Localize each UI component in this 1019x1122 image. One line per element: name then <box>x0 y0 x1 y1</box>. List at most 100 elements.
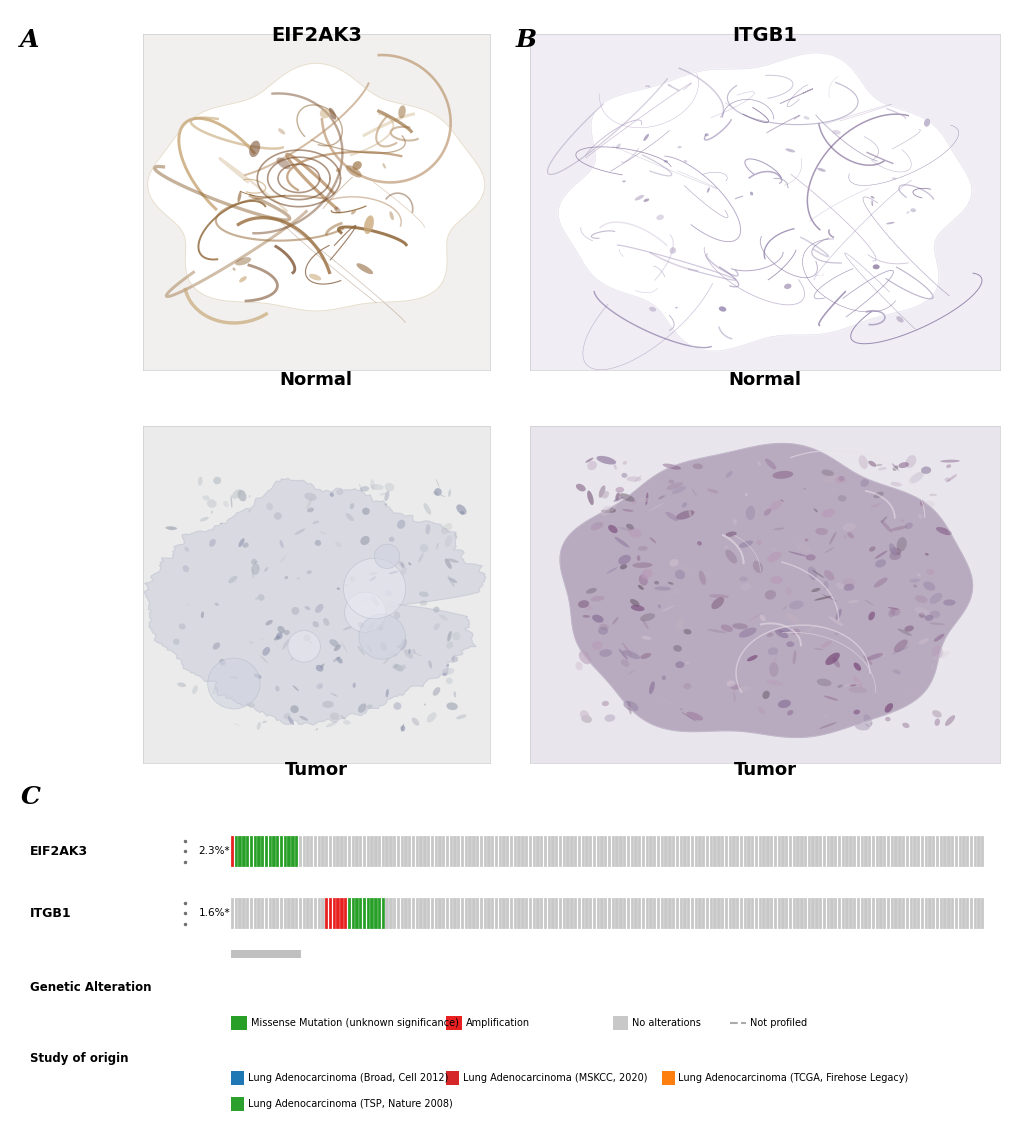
Bar <box>950 836 954 867</box>
Ellipse shape <box>300 716 308 720</box>
Ellipse shape <box>203 495 209 500</box>
Circle shape <box>359 614 405 659</box>
Ellipse shape <box>622 509 633 512</box>
Ellipse shape <box>676 618 684 631</box>
Bar <box>679 898 682 929</box>
Ellipse shape <box>315 540 321 546</box>
Ellipse shape <box>835 609 841 620</box>
Bar <box>947 836 950 867</box>
Bar <box>634 836 637 867</box>
Ellipse shape <box>370 595 378 606</box>
Ellipse shape <box>766 552 781 562</box>
Bar <box>268 898 272 929</box>
Bar <box>528 898 532 929</box>
Bar <box>747 898 750 929</box>
Bar <box>762 836 765 867</box>
Ellipse shape <box>586 588 596 594</box>
Bar <box>818 836 821 867</box>
Bar <box>423 836 426 867</box>
Bar <box>660 898 663 929</box>
Bar <box>268 836 272 867</box>
Bar <box>834 898 837 929</box>
Ellipse shape <box>298 657 300 660</box>
Bar <box>291 836 294 867</box>
Bar <box>825 836 829 867</box>
Ellipse shape <box>581 715 591 723</box>
Bar <box>457 898 460 929</box>
Ellipse shape <box>745 506 754 519</box>
Ellipse shape <box>823 714 828 717</box>
Ellipse shape <box>618 554 630 564</box>
Bar <box>265 836 268 867</box>
Ellipse shape <box>677 146 681 148</box>
Bar <box>416 836 419 867</box>
Text: EIF2AK3: EIF2AK3 <box>270 26 362 45</box>
Bar <box>306 898 310 929</box>
Ellipse shape <box>363 598 370 601</box>
Bar <box>874 898 878 929</box>
Bar <box>871 836 874 867</box>
Bar <box>736 836 739 867</box>
Ellipse shape <box>638 574 647 586</box>
Ellipse shape <box>910 209 915 212</box>
Ellipse shape <box>598 486 605 498</box>
Bar <box>265 898 268 929</box>
Bar <box>860 898 863 929</box>
Ellipse shape <box>891 463 898 471</box>
Bar <box>649 836 652 867</box>
Bar <box>705 836 708 867</box>
Bar <box>807 836 810 867</box>
Ellipse shape <box>319 686 321 689</box>
Ellipse shape <box>752 561 762 573</box>
Ellipse shape <box>733 519 736 525</box>
Bar <box>445 836 448 867</box>
Bar <box>781 836 784 867</box>
Ellipse shape <box>255 567 260 570</box>
Bar <box>788 836 792 867</box>
Ellipse shape <box>675 570 685 579</box>
Bar <box>758 898 761 929</box>
Bar <box>663 898 667 929</box>
Bar <box>626 898 630 929</box>
Ellipse shape <box>774 629 788 638</box>
Ellipse shape <box>264 567 268 572</box>
Ellipse shape <box>929 610 940 618</box>
Ellipse shape <box>661 675 665 680</box>
Ellipse shape <box>785 587 791 595</box>
Ellipse shape <box>252 568 254 579</box>
Bar <box>287 898 290 929</box>
Bar <box>408 898 411 929</box>
Ellipse shape <box>759 615 765 622</box>
Ellipse shape <box>944 478 950 481</box>
Ellipse shape <box>648 503 663 512</box>
Ellipse shape <box>254 561 258 563</box>
Bar <box>803 836 806 867</box>
Bar <box>603 898 607 929</box>
Ellipse shape <box>906 211 909 213</box>
Bar <box>521 898 524 929</box>
Ellipse shape <box>336 489 343 495</box>
Ellipse shape <box>622 643 632 655</box>
Ellipse shape <box>805 554 815 561</box>
Bar <box>446 1015 462 1030</box>
Ellipse shape <box>587 461 596 470</box>
Bar <box>890 898 893 929</box>
Bar <box>381 898 384 929</box>
Ellipse shape <box>265 619 272 625</box>
Bar <box>863 898 867 929</box>
Ellipse shape <box>630 605 644 611</box>
Ellipse shape <box>896 316 903 322</box>
Bar <box>517 836 521 867</box>
Ellipse shape <box>283 712 290 719</box>
Ellipse shape <box>933 718 940 726</box>
Bar <box>676 836 679 867</box>
Bar <box>882 898 886 929</box>
Ellipse shape <box>636 555 640 561</box>
Ellipse shape <box>315 728 318 730</box>
Ellipse shape <box>393 664 404 671</box>
Ellipse shape <box>187 604 190 606</box>
Ellipse shape <box>920 467 930 473</box>
Bar <box>581 836 584 867</box>
Ellipse shape <box>440 523 451 534</box>
Bar <box>566 898 570 929</box>
